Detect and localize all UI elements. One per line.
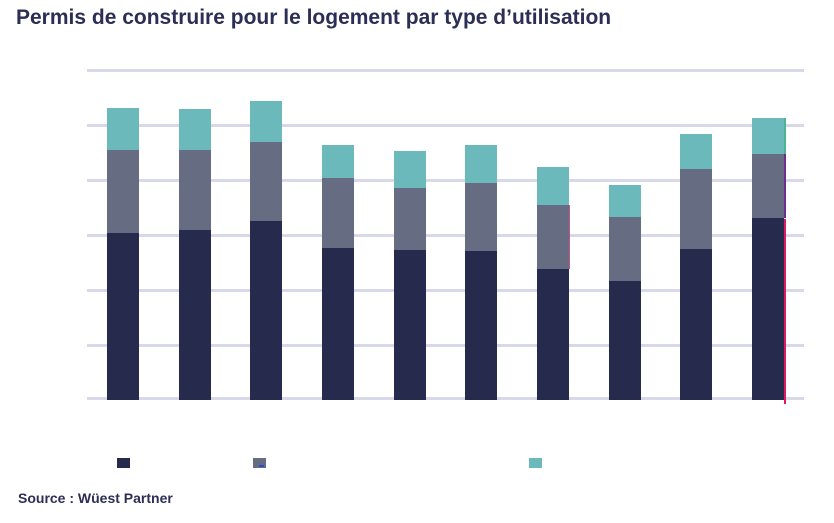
bar-segment-gray [537, 205, 569, 270]
gridline [87, 289, 804, 292]
bar-segment-teal [537, 167, 569, 206]
bar-segment-teal [609, 184, 641, 217]
bar-segment-navy [752, 218, 784, 400]
bar-segment-gray [394, 187, 426, 250]
bar-segment-gray [179, 150, 211, 231]
bar-segment-gray [322, 178, 354, 249]
bar-segment-navy [465, 250, 497, 400]
bar-segment-navy [107, 232, 139, 400]
gridline [87, 179, 804, 182]
plot-area [87, 69, 804, 404]
bar-segment-gray [680, 169, 712, 249]
bar-segment-gray [752, 153, 784, 219]
legend-swatch-teal [529, 458, 542, 468]
stacked-bar [752, 118, 784, 400]
stacked-bar [179, 108, 211, 401]
gridline [87, 344, 804, 347]
accent-line-segment [784, 218, 786, 404]
chart-title: Permis de construire pour le logement pa… [16, 6, 612, 29]
bar-segment-navy [680, 248, 712, 400]
bar-segment-gray [609, 216, 641, 282]
bar-segment-teal [680, 133, 712, 169]
bar-segment-teal [179, 108, 211, 151]
bar-segment-gray [107, 149, 139, 233]
bar-segment-navy [250, 221, 282, 400]
bar-segment-navy [394, 249, 426, 400]
gridline [87, 124, 804, 127]
stacked-bar [537, 167, 569, 400]
source-caption: Source : Wüest Partner [18, 490, 173, 506]
bar-segment-teal [107, 107, 139, 150]
bar-segment-teal [465, 145, 497, 183]
stacked-bar [250, 101, 282, 400]
bar-segment-gray [250, 141, 282, 222]
bar-segment-navy [179, 230, 211, 400]
edge-sliver-line [569, 205, 570, 270]
bar-segment-navy [322, 248, 354, 400]
legend-artifact-underline [259, 465, 264, 467]
stacked-bar [465, 145, 497, 400]
stacked-bar [394, 150, 426, 400]
bar-segment-teal [752, 118, 784, 154]
gridline [87, 397, 804, 400]
gridline [87, 234, 804, 237]
legend-swatch-gray [253, 458, 266, 468]
bar-segment-navy [609, 281, 641, 400]
legend-swatch-navy [117, 458, 130, 468]
accent-line-segment [784, 153, 786, 219]
stacked-bar [322, 144, 354, 400]
bar-segment-navy [537, 269, 569, 400]
bar-segment-gray [465, 182, 497, 251]
stacked-bar [680, 133, 712, 400]
stacked-bar [609, 184, 641, 400]
accent-line-segment [784, 118, 786, 154]
bar-segment-teal [250, 101, 282, 142]
bar-segment-teal [322, 144, 354, 179]
gridline [87, 69, 804, 72]
bar-segment-teal [394, 150, 426, 188]
stacked-bar [107, 107, 139, 400]
